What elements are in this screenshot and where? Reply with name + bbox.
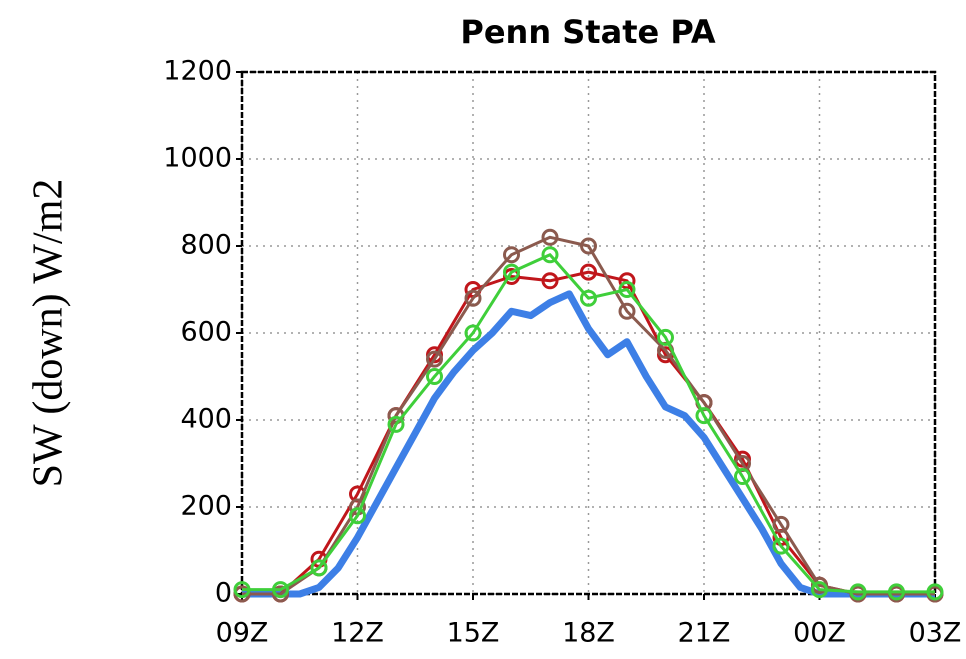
marker	[349, 507, 366, 525]
series-line	[242, 290, 935, 598]
marker	[695, 407, 713, 425]
y-tick-label: 400	[180, 404, 232, 435]
plot-frame	[240, 70, 937, 596]
marker	[387, 415, 405, 433]
marker	[426, 350, 443, 368]
x-tick-label: 21Z	[678, 618, 731, 649]
y-tick-label: 200	[180, 491, 232, 522]
marker	[272, 581, 289, 599]
marker	[618, 302, 636, 320]
x-tick-label: 15Z	[447, 618, 500, 649]
y-tick-label: 600	[180, 317, 232, 348]
marker	[772, 515, 790, 533]
x-tick-label: 12Z	[331, 618, 384, 649]
x-tick-label: 09Z	[216, 618, 269, 649]
marker	[464, 324, 482, 342]
series-line	[242, 270, 935, 596]
marker	[657, 328, 674, 346]
marker	[888, 583, 905, 601]
marker	[541, 272, 559, 290]
marker	[464, 289, 482, 307]
marker	[618, 272, 636, 290]
marker	[734, 468, 751, 486]
series-line	[242, 235, 935, 596]
marker	[580, 263, 597, 281]
y-tick-label: 800	[180, 230, 232, 261]
series-line	[242, 253, 935, 594]
marker	[811, 581, 828, 599]
marker	[849, 583, 867, 601]
y-tick-label: 1200	[163, 56, 232, 87]
marker	[426, 368, 443, 385]
marker	[233, 581, 251, 599]
x-tick-label: 18Z	[562, 618, 615, 649]
marker	[618, 281, 636, 298]
marker	[503, 263, 520, 281]
x-tick-label: 03Z	[909, 618, 962, 649]
marker	[772, 537, 790, 555]
chart-title: Penn State PA	[460, 13, 715, 51]
y-tick-label: 1000	[163, 143, 232, 174]
marker	[310, 559, 328, 577]
marker	[580, 237, 597, 255]
marker	[926, 583, 944, 601]
marker	[503, 246, 520, 264]
marker	[541, 228, 559, 246]
y-axis-label: SW (down) W/m2	[26, 179, 72, 488]
marker	[541, 246, 559, 264]
x-tick-label: 00Z	[793, 618, 846, 649]
y-tick-label: 0	[215, 578, 232, 609]
marker	[580, 289, 597, 307]
